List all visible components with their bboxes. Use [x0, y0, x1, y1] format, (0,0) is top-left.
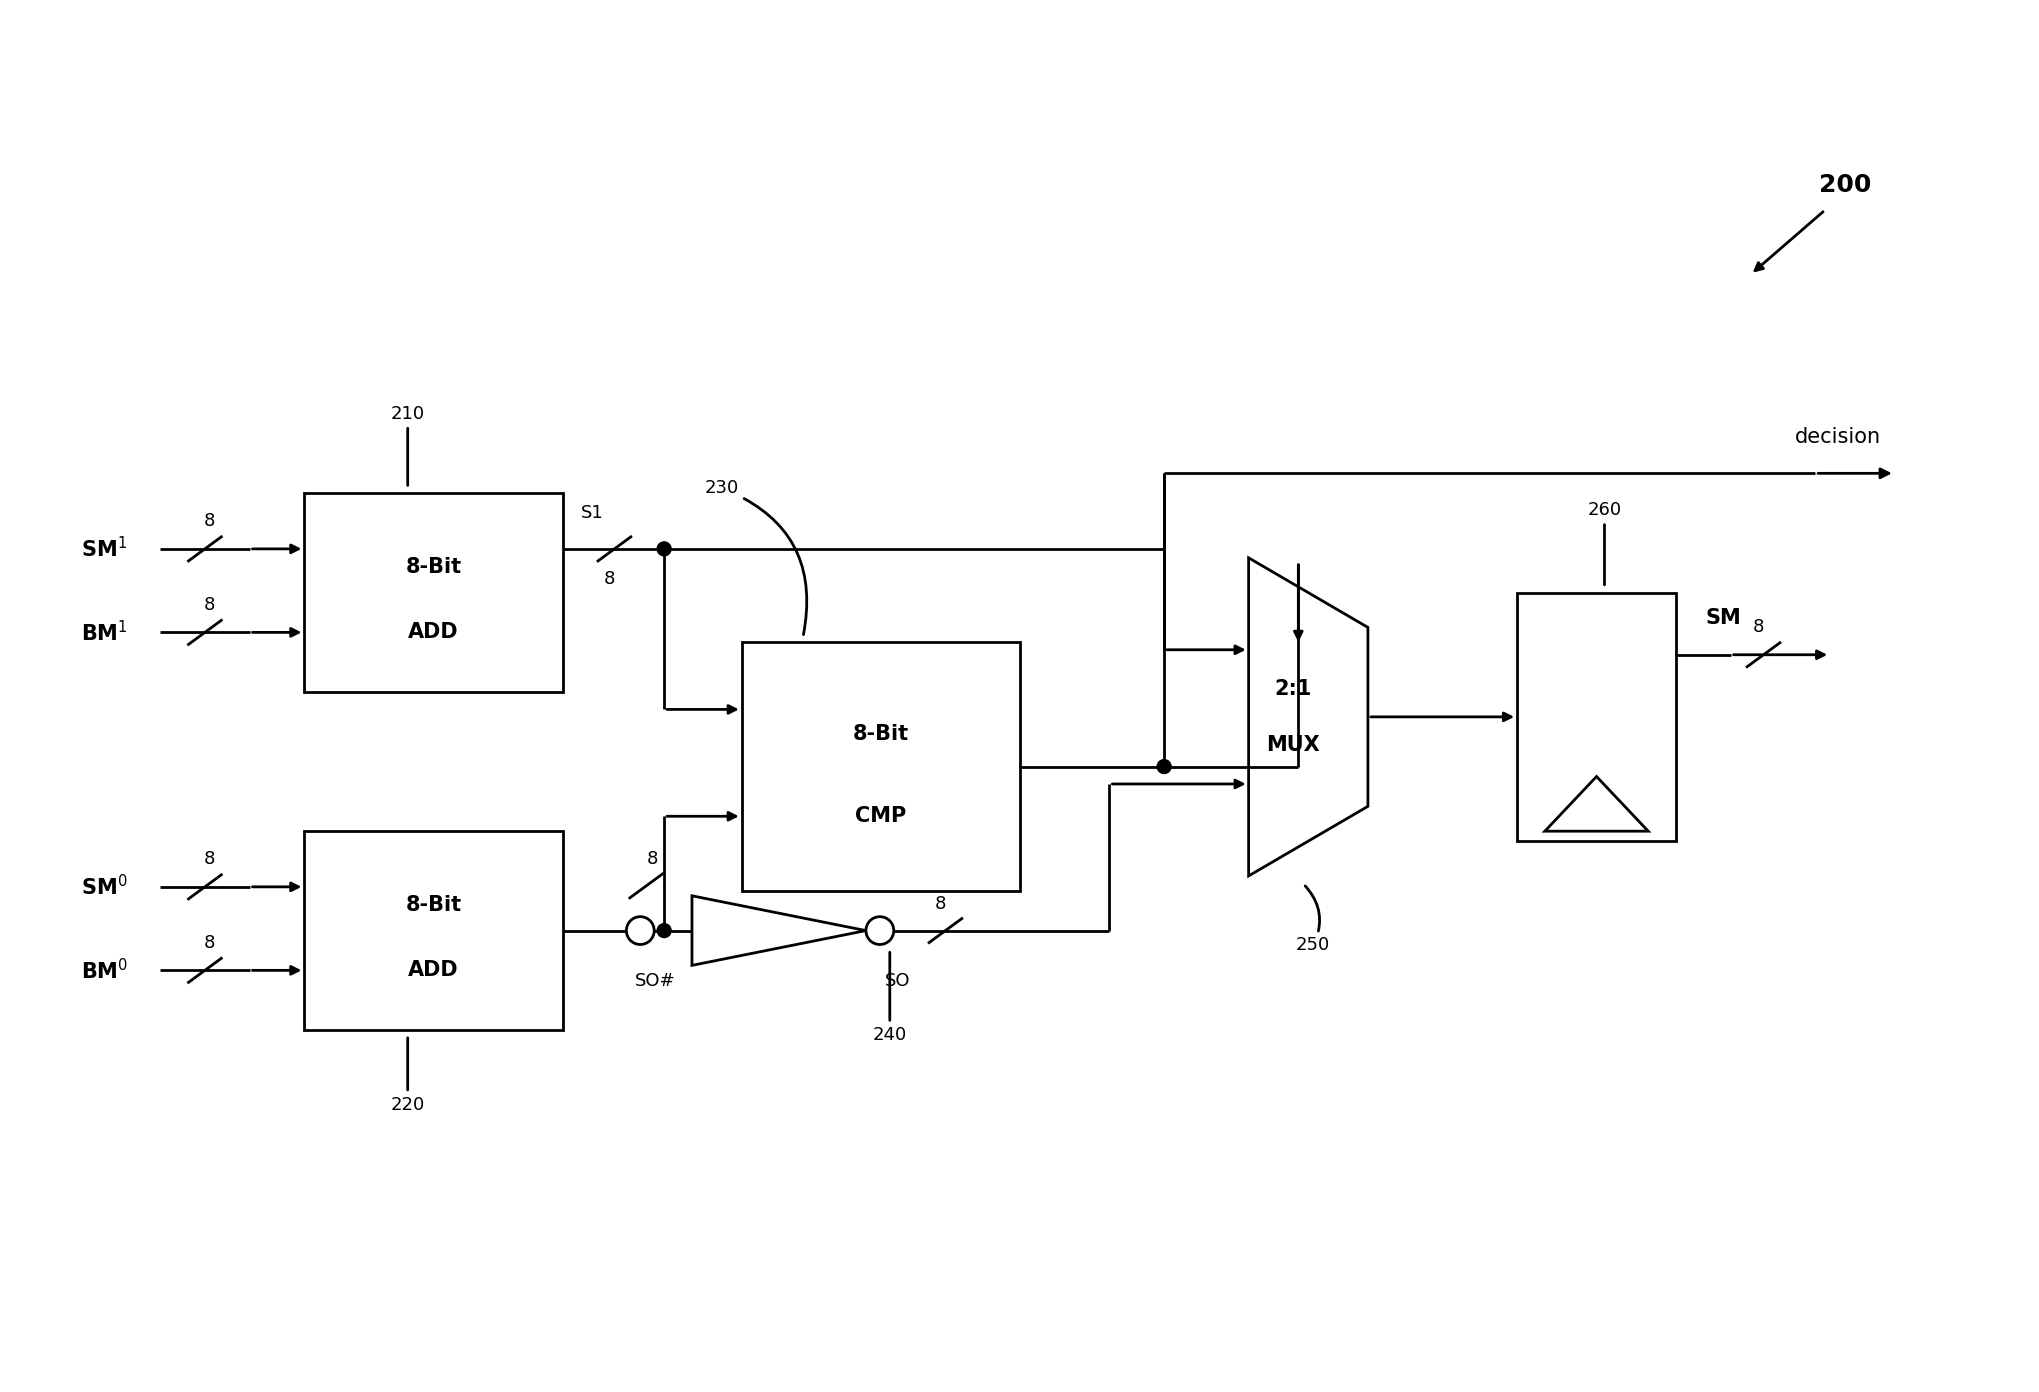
Circle shape — [865, 917, 893, 945]
Polygon shape — [1544, 777, 1648, 831]
Text: 230: 230 — [703, 479, 805, 635]
Text: SM$^1$: SM$^1$ — [82, 536, 126, 561]
Bar — [742, 642, 1020, 891]
Bar — [304, 493, 563, 692]
Bar — [1517, 593, 1676, 841]
Bar — [304, 831, 563, 1030]
Polygon shape — [1248, 558, 1368, 876]
Circle shape — [626, 917, 655, 945]
Text: 8: 8 — [204, 934, 216, 952]
Text: SO#: SO# — [634, 973, 675, 990]
Text: 8: 8 — [204, 596, 216, 614]
Text: 200: 200 — [1819, 173, 1870, 198]
Text: ADD: ADD — [408, 622, 459, 642]
Text: 2:1: 2:1 — [1274, 679, 1311, 699]
Text: MUX: MUX — [1266, 735, 1319, 754]
Text: SM: SM — [1705, 608, 1741, 628]
Text: 220: 220 — [389, 1037, 424, 1114]
Circle shape — [657, 924, 671, 938]
Text: ADD: ADD — [408, 960, 459, 980]
Text: S1: S1 — [581, 504, 604, 522]
Text: decision: decision — [1794, 426, 1880, 447]
Text: CMP: CMP — [854, 806, 905, 827]
Text: 250: 250 — [1295, 885, 1329, 955]
Text: 240: 240 — [873, 952, 907, 1044]
Text: 8-Bit: 8-Bit — [406, 895, 461, 915]
Text: 8: 8 — [204, 512, 216, 530]
Text: 8: 8 — [204, 851, 216, 869]
Text: 8: 8 — [646, 851, 659, 869]
Circle shape — [1156, 760, 1170, 774]
Text: SO: SO — [885, 973, 909, 990]
Text: 8-Bit: 8-Bit — [406, 557, 461, 576]
Text: 8: 8 — [934, 895, 946, 913]
Text: BM$^0$: BM$^0$ — [82, 958, 128, 983]
Text: BM$^1$: BM$^1$ — [82, 619, 126, 644]
Circle shape — [657, 541, 671, 555]
Text: 8: 8 — [604, 569, 616, 587]
Text: 8-Bit: 8-Bit — [852, 724, 909, 745]
Text: 210: 210 — [389, 405, 424, 486]
Polygon shape — [691, 896, 865, 966]
Text: SM$^0$: SM$^0$ — [82, 874, 126, 899]
Text: 260: 260 — [1586, 501, 1621, 585]
Text: 8: 8 — [1752, 618, 1764, 636]
